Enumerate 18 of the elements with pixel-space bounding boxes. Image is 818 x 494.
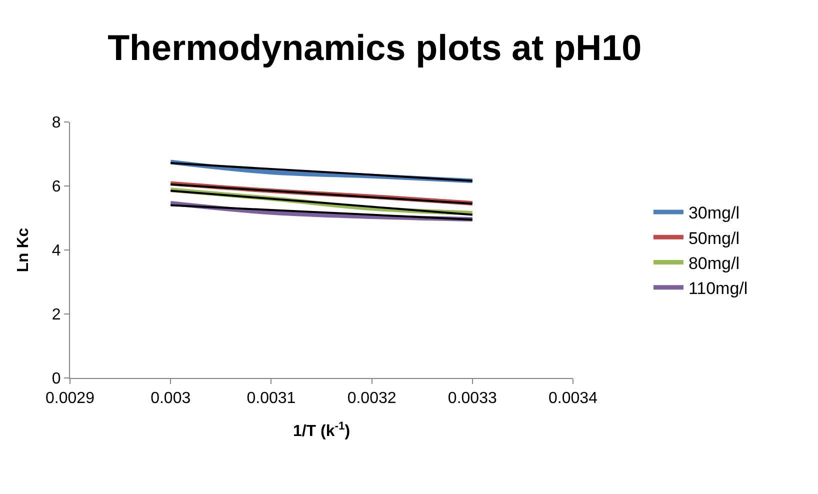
legend-label: 30mg/l <box>688 204 740 223</box>
y-tick-label: 4 <box>52 242 61 260</box>
x-tick-label: 0.003 <box>150 390 191 408</box>
y-tick-label: 2 <box>52 306 61 324</box>
x-tick-label: 0.0031 <box>246 390 296 408</box>
y-tick-label: 6 <box>52 178 61 196</box>
x-tick-label: 0.0033 <box>448 390 497 408</box>
x-tick-label: 0.0029 <box>46 390 95 408</box>
legend-label: 110mg/l <box>688 278 748 298</box>
y-axis-title: Ln Kc <box>15 228 32 272</box>
x-axis-title: 1/T (k$^{-1}$) <box>292 420 350 440</box>
legend-label: 50mg/l <box>688 228 740 248</box>
legend-label: 80mg/l <box>688 254 740 273</box>
x-tick-label: 0.0032 <box>347 390 396 408</box>
y-tick-label: 0 <box>52 370 61 388</box>
y-tick-label: 8 <box>52 114 61 132</box>
chart-title: Thermodynamics plots at pH10 <box>108 26 642 68</box>
x-tick-label: 0.0034 <box>548 390 598 408</box>
